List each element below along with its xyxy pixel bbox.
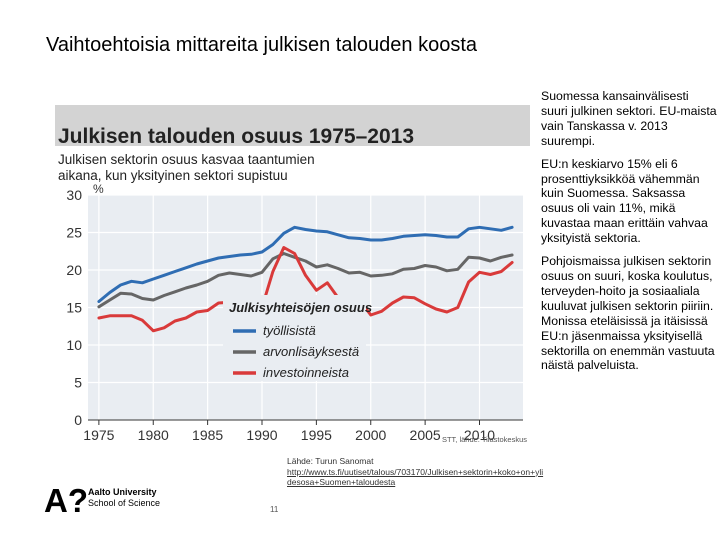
legend-label-investoinneista: investoinneista bbox=[263, 365, 349, 380]
y-tick-label: 30 bbox=[66, 187, 82, 203]
x-tick-label: 1975 bbox=[83, 427, 114, 443]
slide-title: Vaihtoehtoisia mittareita julkisen talou… bbox=[46, 34, 477, 56]
x-axis: 1975 1980 1985 1990 1995 2000 2005 2010 bbox=[83, 419, 523, 443]
series-lines bbox=[97, 225, 514, 333]
legend-label-tyollisista: työllisistä bbox=[263, 323, 316, 338]
chart-credit: STT, lähde: Tilastokeskus bbox=[442, 435, 527, 444]
y-tick-label: 25 bbox=[66, 225, 82, 241]
side-paragraph: Suomessa kansainvälisesti suuri julkinen… bbox=[541, 89, 717, 148]
side-paragraph: EU:n keskiarvo 15% eli 6 prosenttiyksikk… bbox=[541, 156, 708, 246]
chart-subtitle-line2: aikana, kun yksityinen sektori supistuu bbox=[58, 168, 288, 183]
source-link[interactable]: http://www.ts.fi/uutiset/talous/703170/J… bbox=[287, 466, 544, 477]
source-link-continued[interactable]: desosa+Suomen+taloudesta bbox=[287, 477, 396, 487]
x-tick-label: 2005 bbox=[410, 427, 441, 443]
series-line-arvonlisaysesta bbox=[97, 252, 514, 309]
series-line-tyollisista bbox=[97, 225, 514, 303]
x-tick-label: 1985 bbox=[192, 427, 223, 443]
logo-text: Aalto University School of Science bbox=[88, 487, 160, 509]
x-tick-label: 1990 bbox=[246, 427, 277, 443]
chart-panel: Julkisen talouden osuus 1975–2013 Julkis… bbox=[55, 105, 530, 448]
logo-mark: A? bbox=[44, 482, 88, 516]
source-label: Lähde: Turun Sanomat bbox=[287, 456, 374, 466]
source-note: Lähde: Turun Sanomat http://www.ts.fi/uu… bbox=[287, 456, 543, 488]
legend-box bbox=[223, 295, 366, 381]
line-chart: Julkisen talouden osuus 1975–2013 Julkis… bbox=[55, 105, 530, 444]
x-tick-label: 1980 bbox=[138, 427, 169, 443]
x-tick-label: 1995 bbox=[301, 427, 332, 443]
chart-title-band bbox=[55, 105, 530, 146]
x-tick-label: 2010 bbox=[464, 427, 495, 443]
side-commentary: Suomessa kansainvälisesti suuri julkinen… bbox=[541, 89, 717, 381]
legend: Julkisyhteisöjen osuus työllisistä arvon… bbox=[223, 295, 372, 381]
side-paragraph: Pohjoismaissa julkisen sektorin osuus on… bbox=[541, 254, 715, 373]
y-tick-label: 0 bbox=[74, 412, 82, 428]
y-tick-label: 10 bbox=[66, 337, 82, 353]
x-tick-label: 2000 bbox=[355, 427, 386, 443]
legend-title: Julkisyhteisöjen osuus bbox=[229, 300, 372, 315]
aalto-logo: A? bbox=[44, 482, 88, 516]
y-tick-label: 20 bbox=[66, 262, 82, 278]
series-line-investoinneista bbox=[97, 246, 514, 333]
y-tick-label: 5 bbox=[74, 375, 82, 391]
university-name: Aalto University bbox=[88, 487, 157, 497]
chart-subtitle-line1: Julkisen sektorin osuus kasvaa taantumie… bbox=[58, 152, 315, 167]
school-name: School of Science bbox=[88, 498, 161, 508]
chart-title: Julkisen talouden osuus 1975–2013 bbox=[58, 125, 414, 148]
page-number: 11 bbox=[270, 505, 279, 514]
y-tick-label: 15 bbox=[66, 300, 82, 316]
y-axis: 0 5 10 15 20 25 30 bbox=[66, 187, 82, 428]
legend-label-arvonlisaysesta: arvonlisäyksestä bbox=[263, 344, 359, 359]
y-unit-label: % bbox=[93, 182, 104, 196]
